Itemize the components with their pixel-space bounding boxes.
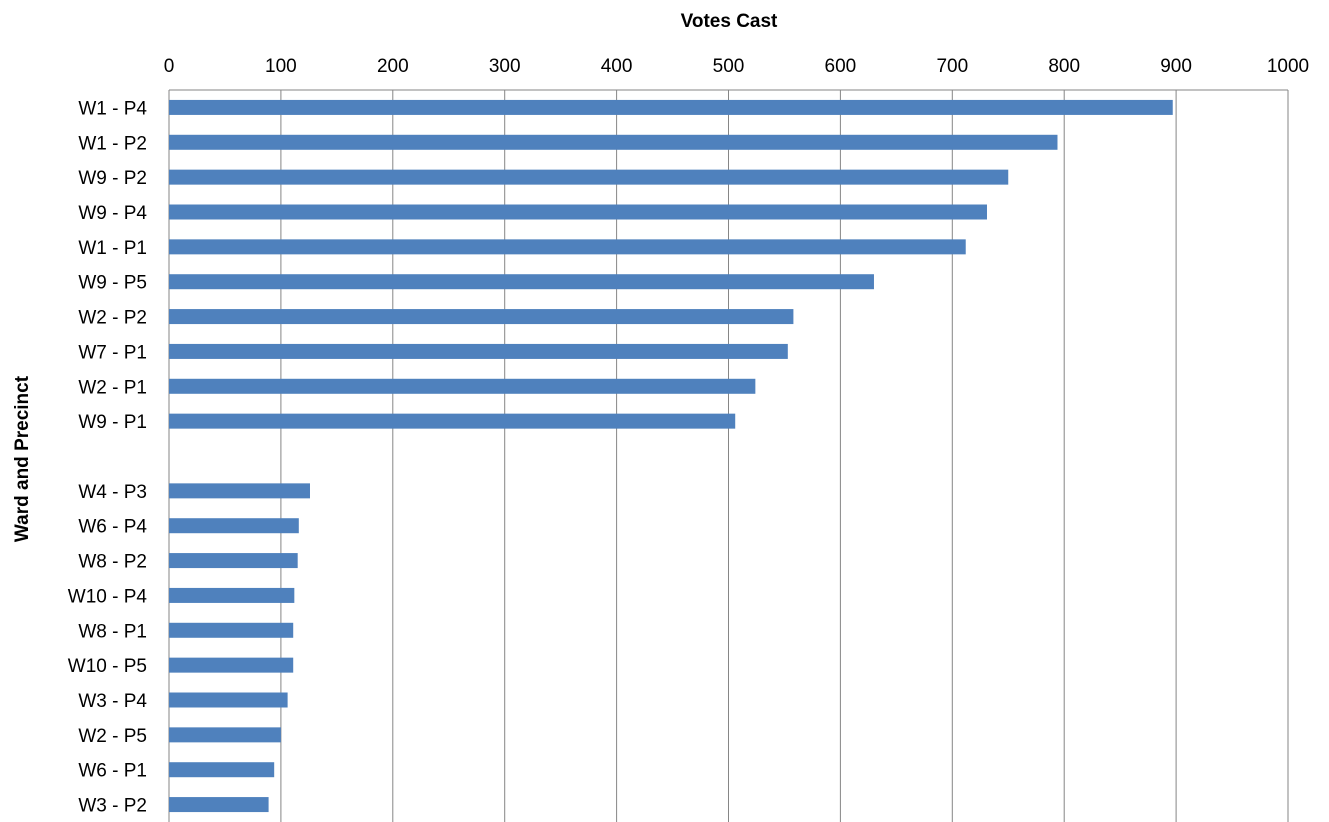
bar <box>169 483 310 498</box>
category-label: W3 - P4 <box>78 691 147 712</box>
x-tick-label: 200 <box>377 56 409 77</box>
x-tick-label: 0 <box>164 56 175 77</box>
category-label: W10 - P4 <box>68 586 148 607</box>
bar <box>169 379 755 394</box>
bar <box>169 274 874 289</box>
category-label: W8 - P2 <box>78 552 147 573</box>
bar <box>169 727 281 742</box>
x-tick-label: 300 <box>489 56 521 77</box>
bar <box>169 693 288 708</box>
x-tick-label: 1000 <box>1267 56 1309 77</box>
bar <box>169 414 735 429</box>
category-label: W9 - P5 <box>78 273 147 294</box>
x-tick-label: 100 <box>265 56 297 77</box>
bar <box>169 588 294 603</box>
bar <box>169 170 1008 185</box>
category-label: W2 - P2 <box>78 308 147 329</box>
bar <box>169 518 299 533</box>
x-tick-label: 900 <box>1160 56 1192 77</box>
bar <box>169 658 293 673</box>
category-labels: W1 - P4 W1 - P2 W9 - P2 W9 - P4 W1 - P1 W9 - … <box>68 98 148 816</box>
category-label: W4 - P3 <box>78 482 147 503</box>
bar <box>169 762 274 777</box>
x-tick-label: 600 <box>825 56 857 77</box>
x-axis-title: Votes Cast <box>681 11 778 32</box>
bar <box>169 135 1057 150</box>
bar <box>169 239 966 254</box>
bar <box>169 553 298 568</box>
bar <box>169 623 293 638</box>
category-label: W6 - P4 <box>78 517 147 538</box>
bar <box>169 797 269 812</box>
category-label: W7 - P1 <box>78 342 147 363</box>
category-label: W6 - P1 <box>78 761 147 782</box>
y-axis-title: Ward and Precinct <box>12 375 33 542</box>
bars <box>169 100 1173 812</box>
category-label: W1 - P1 <box>78 238 147 259</box>
category-label: W9 - P2 <box>78 168 147 189</box>
x-tick-label: 700 <box>936 56 968 77</box>
category-label: W3 - P2 <box>78 796 147 817</box>
category-label: W9 - P4 <box>78 203 147 224</box>
x-tick-label: 400 <box>601 56 633 77</box>
x-tick-label: 800 <box>1048 56 1080 77</box>
gridlines <box>169 90 1288 822</box>
bar <box>169 344 788 359</box>
bar <box>169 100 1173 115</box>
bar <box>169 309 793 324</box>
category-label: W1 - P2 <box>78 133 147 154</box>
x-tick-labels: 0 100 200 300 400 500 600 700 800 900 1000 <box>164 56 1309 77</box>
category-label: W8 - P1 <box>78 621 147 642</box>
category-label: W2 - P1 <box>78 377 147 398</box>
bar <box>169 205 987 220</box>
category-label: W10 - P5 <box>68 656 147 677</box>
category-label: W1 - P4 <box>78 98 147 119</box>
category-label: W2 - P5 <box>78 726 147 747</box>
category-label: W9 - P1 <box>78 412 147 433</box>
x-tick-label: 500 <box>713 56 745 77</box>
